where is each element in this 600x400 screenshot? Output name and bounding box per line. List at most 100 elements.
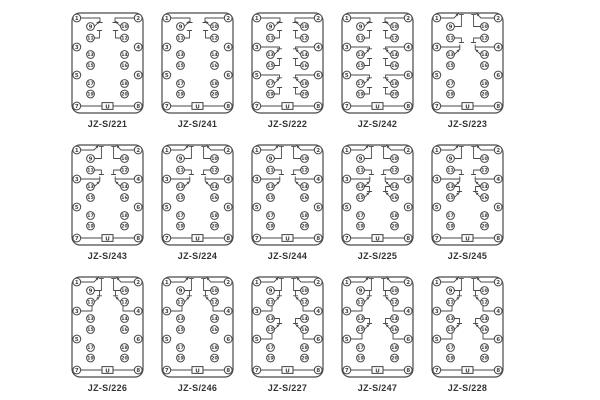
- terminal-8: 8: [493, 233, 503, 243]
- terminal-1: 1: [432, 145, 442, 155]
- terminal-14: 14: [390, 314, 399, 323]
- terminal-19: 19: [446, 89, 455, 99]
- diagram-label: JZ-S/246: [177, 383, 218, 393]
- terminal-13: 13: [446, 50, 455, 59]
- contact-group-cascade-9-11-right: [202, 290, 225, 312]
- terminal-number: 19: [177, 356, 183, 362]
- terminal-number: 11: [87, 36, 93, 42]
- terminal-6: 6: [313, 334, 323, 344]
- terminal-number: 15: [267, 63, 273, 69]
- terminal-number: 6: [496, 337, 500, 343]
- relay-wiring-diagram: U 1 2 3 4 5 6 7 8 9 10 11 12 13 14 15 16 17 18 19 20 JZ-S/222: [250, 10, 325, 129]
- power-coil-box: [191, 234, 204, 242]
- terminal-number: 9: [89, 156, 93, 162]
- terminal-4: 4: [403, 174, 413, 184]
- terminal-number: 1: [165, 16, 169, 22]
- relay-wiring-diagram: U 1 2 3 4 5 6 7 8 9 10 11 12 13 14 15 16 17 18 19 20 JZ-S/246: [160, 274, 235, 393]
- terminal-17: 17: [176, 343, 185, 352]
- terminal-6: 6: [223, 202, 233, 212]
- terminal-7: 7: [72, 101, 82, 111]
- terminal-7: 7: [342, 101, 352, 111]
- contact-arrow-icon: [365, 277, 369, 281]
- terminal-number: 10: [481, 288, 487, 294]
- terminal-number: 12: [391, 300, 397, 306]
- terminal-number: 16: [301, 327, 307, 333]
- contact-group-cascade-13-15-fed5-right: [382, 318, 405, 340]
- terminal-11: 11: [86, 165, 95, 175]
- terminal-number: 12: [481, 300, 487, 306]
- terminal-number: 10: [391, 288, 397, 294]
- terminal-19: 19: [446, 221, 455, 231]
- terminal-11: 11: [266, 33, 275, 43]
- terminal-10: 10: [210, 286, 219, 295]
- terminal-1: 1: [342, 145, 352, 155]
- relay-wiring-diagram: U 1 2 3 4 5 6 7 8 9 10 11 12 13 14 15 16 17 18 19 20 JZ-S/242: [340, 10, 415, 129]
- terminal-number: 18: [481, 345, 487, 351]
- terminal-number: 4: [316, 309, 320, 315]
- contact-arrow-icon: [476, 277, 480, 281]
- terminal-number: 4: [136, 177, 140, 183]
- contact-arrow-icon: [475, 181, 479, 185]
- contact-group-top-edge-left: [80, 144, 104, 159]
- terminal-number: 7: [345, 368, 349, 374]
- terminal-number: 5: [165, 337, 169, 343]
- contact-arrow-icon: [205, 21, 209, 25]
- terminal-number: 19: [87, 92, 93, 98]
- terminal-20: 20: [300, 353, 309, 363]
- terminal-number: 14: [211, 52, 217, 58]
- terminal-number: 2: [316, 148, 320, 154]
- terminal-16: 16: [480, 61, 489, 70]
- contact-group-cascade-13-15-fed5-right: [292, 318, 315, 340]
- terminal-3: 3: [342, 306, 352, 316]
- terminal-number: 18: [121, 213, 127, 219]
- terminal-14: 14: [300, 182, 309, 191]
- terminal-number: 12: [121, 168, 127, 174]
- terminal-2: 2: [223, 277, 233, 287]
- terminal-number: 17: [447, 213, 453, 219]
- terminal-13: 13: [86, 50, 95, 59]
- contact-group-upper-side-pair-right: [110, 169, 135, 187]
- terminal-14: 14: [480, 50, 489, 59]
- power-coil-box: [101, 366, 114, 374]
- terminal-number: 6: [406, 337, 410, 343]
- contact-group-upper-side-pair-left: [350, 169, 375, 187]
- terminal-12: 12: [120, 165, 129, 175]
- power-coil-label: U: [465, 368, 470, 374]
- contact-arrow-icon: [385, 49, 389, 53]
- terminal-number: 9: [179, 156, 183, 162]
- terminal-number: 20: [391, 92, 397, 98]
- terminal-9: 9: [356, 22, 365, 31]
- power-coil-box: [191, 366, 204, 374]
- power-coil-label: U: [195, 104, 200, 110]
- terminal-number: 3: [165, 309, 169, 315]
- terminal-number: 6: [406, 205, 410, 211]
- terminal-3: 3: [252, 306, 262, 316]
- terminal-number: 6: [226, 205, 230, 211]
- terminal-number: 5: [165, 205, 169, 211]
- terminal-number: 1: [165, 280, 169, 286]
- terminal-16: 16: [210, 193, 219, 202]
- power-coil-label: U: [105, 104, 110, 110]
- terminal-number: 5: [75, 73, 79, 79]
- terminal-number: 15: [357, 63, 363, 69]
- terminal-15: 15: [86, 61, 95, 70]
- terminal-number: 14: [481, 316, 487, 322]
- terminal-number: 4: [226, 309, 230, 315]
- terminal-7: 7: [252, 233, 262, 243]
- contact-arrow-icon: [186, 21, 190, 25]
- terminal-7: 7: [162, 365, 172, 375]
- terminal-10: 10: [480, 154, 489, 163]
- contact-arrow-icon: [95, 277, 99, 281]
- terminal-number: 2: [226, 148, 230, 154]
- terminal-3: 3: [432, 306, 442, 316]
- contact-arrow-icon: [475, 324, 479, 328]
- relay-case-outline: [251, 12, 324, 114]
- terminal-number: 11: [267, 36, 273, 42]
- relay-case-outline: [161, 276, 234, 378]
- diagram-label: JZ-S/222: [267, 119, 308, 129]
- terminal-12: 12: [300, 297, 309, 307]
- terminal-number: 8: [406, 368, 410, 374]
- terminal-number: 11: [177, 36, 183, 42]
- contact-group-upper-side-pair-left: [440, 169, 465, 187]
